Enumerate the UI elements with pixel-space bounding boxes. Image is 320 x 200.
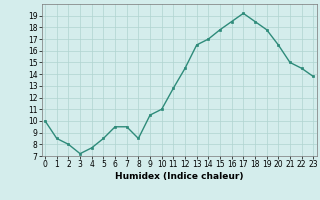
X-axis label: Humidex (Indice chaleur): Humidex (Indice chaleur) (115, 172, 244, 181)
